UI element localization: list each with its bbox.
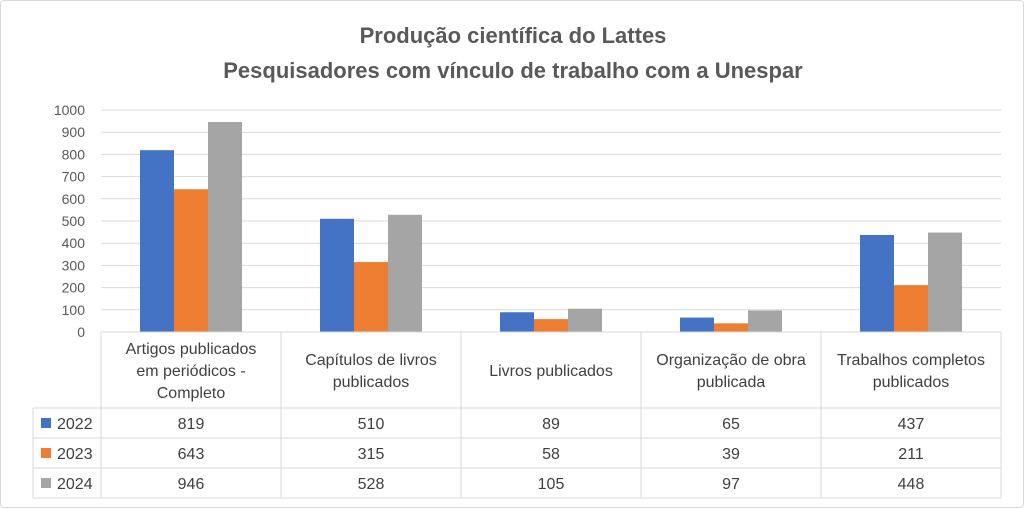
data-value: 437 [898, 416, 925, 433]
category-label-line: publicados [873, 374, 950, 391]
y-axis: 0 100 200 300 400 500 600 700 800 900 1000 [54, 102, 85, 340]
bar-2023-2 [534, 319, 568, 332]
category-label-line: Organização de obra [656, 352, 806, 369]
series-label: 2024 [57, 476, 93, 493]
data-value: 510 [358, 416, 385, 433]
bar-2023-1 [354, 262, 388, 332]
bars [140, 121, 962, 332]
category-label-line: Artigos publicados [126, 341, 257, 358]
bar-2024-2 [568, 308, 602, 332]
y-tick-label: 0 [77, 324, 85, 340]
series-label: 2023 [57, 446, 93, 463]
bar-2022-3 [680, 317, 714, 332]
category-label: Artigos publicados em periódicos - Complet… [126, 341, 257, 402]
bar-2022-0 [140, 150, 174, 332]
legend-key-2022 [41, 418, 51, 428]
data-value: 211 [898, 446, 924, 463]
y-tick-label: 900 [62, 124, 86, 140]
data-value: 105 [538, 476, 565, 493]
y-tick-label: 400 [62, 235, 86, 251]
legend-key-2024 [41, 478, 51, 488]
category-label-line: Livros publicados [489, 363, 613, 380]
bar-2024-3 [748, 310, 782, 332]
category-label-line: Completo [157, 385, 226, 402]
bar-2024-1 [388, 214, 422, 332]
bar-2024-0 [208, 121, 242, 332]
bar-2023-4 [894, 285, 928, 332]
y-tick-label: 500 [62, 213, 86, 229]
data-value: 97 [722, 476, 740, 493]
category-label-line: publicada [697, 374, 766, 391]
y-tick-label: 700 [62, 169, 86, 185]
data-value: 39 [722, 446, 740, 463]
data-value: 448 [898, 476, 925, 493]
legend-key-2023 [41, 448, 51, 458]
bar-2023-0 [174, 189, 208, 332]
bar-2022-1 [320, 218, 354, 332]
bar-2023-3 [714, 323, 748, 332]
category-label: Capítulos de livros publicados [305, 352, 437, 391]
bar-2022-4 [860, 234, 894, 332]
data-table: Artigos publicados em periódicos - Complet… [32, 331, 1002, 499]
chart-subtitle: Pesquisadores com vínculo de trabalho co… [223, 58, 803, 83]
category-label: Organização de obra publicada [656, 352, 806, 391]
bar-2024-4 [928, 232, 962, 332]
data-value: 58 [542, 446, 560, 463]
data-value: 819 [178, 416, 205, 433]
data-value: 528 [358, 476, 385, 493]
data-value: 65 [722, 416, 740, 433]
y-tick-label: 600 [62, 191, 86, 207]
category-label-line: em periódicos - [136, 363, 245, 380]
y-tick-label: 200 [62, 280, 86, 296]
data-value: 643 [178, 446, 205, 463]
data-value: 315 [358, 446, 385, 463]
category-label-line: publicados [333, 374, 410, 391]
data-value: 89 [542, 416, 560, 433]
y-tick-label: 800 [62, 146, 86, 162]
category-label: Livros publicados [489, 363, 613, 380]
category-label: Trabalhos completos publicados [837, 352, 985, 391]
y-tick-label: 300 [62, 257, 86, 273]
category-label-line: Capítulos de livros [305, 352, 437, 369]
gridlines [101, 109, 1001, 311]
chart-title: Produção científica do Lattes [360, 23, 667, 48]
data-value: 946 [178, 476, 205, 493]
bar-2022-2 [500, 312, 534, 332]
series-label: 2022 [57, 416, 93, 433]
category-label-line: Trabalhos completos [837, 352, 985, 369]
y-tick-label: 1000 [54, 102, 85, 118]
y-tick-label: 100 [62, 302, 86, 318]
